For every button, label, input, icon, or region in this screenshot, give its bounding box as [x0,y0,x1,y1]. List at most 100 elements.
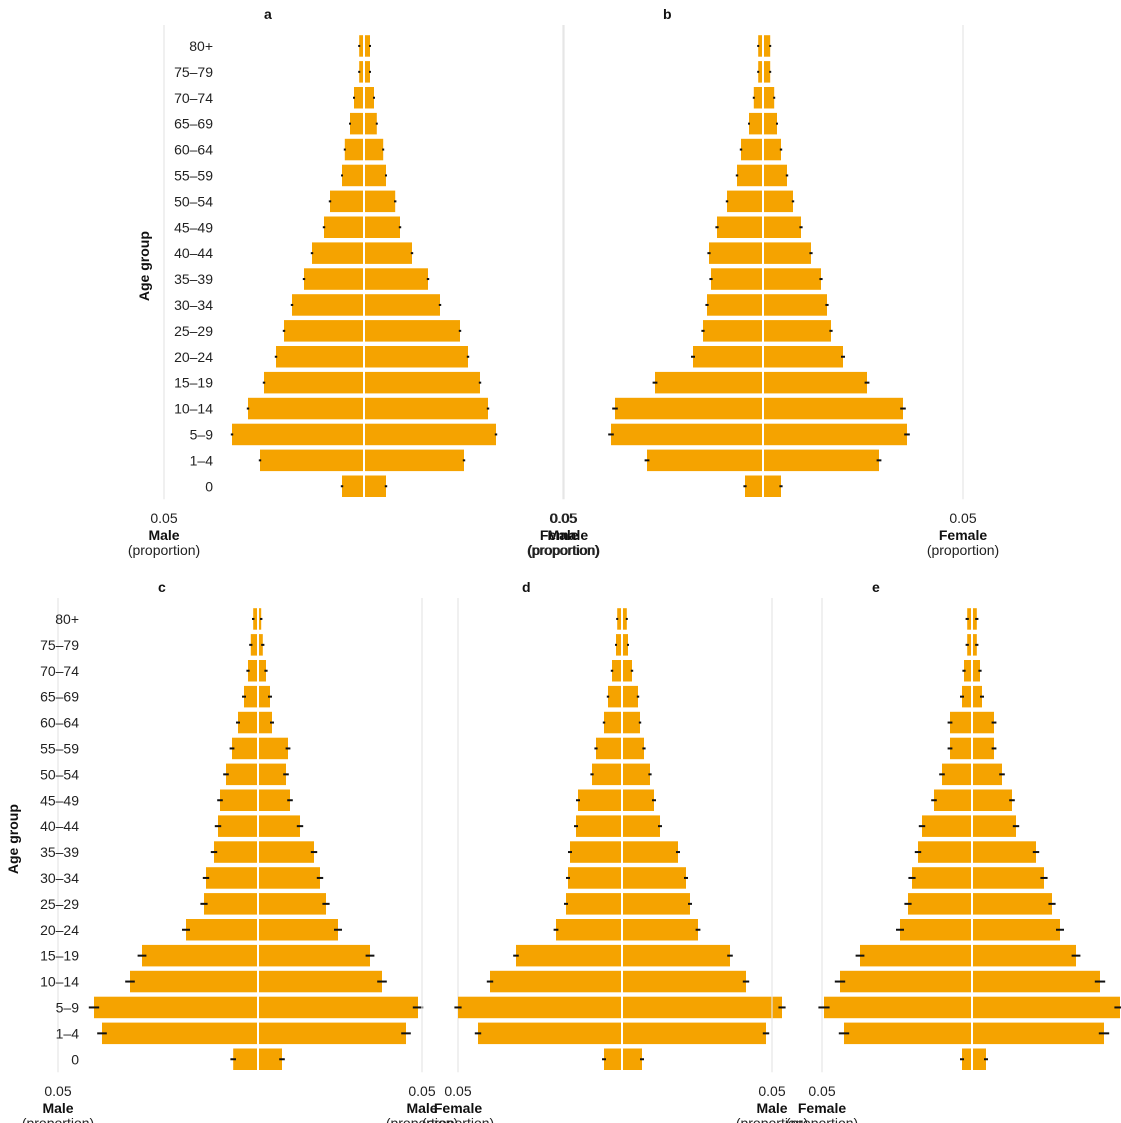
center-divider [257,600,259,1075]
x-axis-unit-female: (proportion) [422,1115,494,1123]
x-axis-title-female: Female [434,1100,482,1116]
bar-female [972,763,1002,786]
bar-male [264,371,364,394]
bar-female [364,475,386,497]
bar-male [292,294,364,316]
bar-female [258,763,286,786]
bar-male [232,423,364,446]
bar-female [364,397,488,420]
bar-male [566,893,622,915]
bar-female [763,242,811,264]
y-axis-title: Age group [5,804,21,874]
panel-label: c [158,579,166,595]
bar-female [972,685,982,708]
x-axis-title-male: Male [42,1100,73,1116]
bar-female [364,294,440,316]
x-axis-unit-male: (proportion) [527,542,599,558]
bar-male [753,87,763,109]
y-tick-label: 65–69 [174,116,213,132]
bar-female [622,789,654,811]
bar-male [617,608,622,630]
bar-female [763,346,843,368]
bar-female [763,164,787,187]
bar-male [709,242,763,264]
bar-male [214,841,258,863]
bar-female [364,216,400,238]
bar-female [258,841,314,863]
bar-female [622,685,638,708]
bar-female [258,737,288,760]
y-tick-label: 55–59 [174,167,213,183]
bar-male [727,190,763,213]
center-divider [971,600,973,1075]
bar-female [364,268,428,290]
bar-female [972,970,1100,993]
panel-label: e [872,579,880,595]
y-tick-label: 10–14 [40,974,79,990]
y-tick-label: 45–49 [174,219,213,235]
y-tick-label: 25–29 [40,896,79,912]
y-tick-label: 75–79 [40,637,79,653]
y-tick-label: 5–9 [190,426,214,442]
bar-female [763,138,781,161]
bar-male [934,789,972,811]
bar-male [206,867,258,889]
bar-female [972,841,1036,863]
bar-female [258,608,262,630]
bar-male [824,996,972,1019]
bar-male [204,893,258,915]
bar-male [284,320,364,342]
bar-female [622,1048,642,1070]
center-divider [363,27,365,502]
bar-female [258,815,300,837]
x-tick-label-female: 0.05 [808,1083,835,1099]
y-tick-label: 20–24 [40,922,79,938]
bar-male [711,268,763,290]
bar-male [908,893,972,915]
x-axis-title-female: Female [798,1100,846,1116]
bar-male [490,970,622,993]
bar-female [972,919,1060,941]
bar-female [622,737,644,760]
bar-female [258,919,338,941]
y-tick-label: 1–4 [190,452,214,468]
y-tick-label: 10–14 [174,401,213,417]
bar-female [258,1048,282,1070]
bar-female [258,660,266,682]
y-tick-label: 15–19 [40,948,79,964]
panel-d: d0.050.05Male(proportion)Female(proporti… [386,579,858,1123]
bar-female [258,944,370,967]
bar-female [258,867,320,889]
y-tick-label: 40–44 [174,245,213,261]
bar-male [220,789,258,811]
bar-male [950,711,972,734]
x-axis-title-male: Male [148,527,179,543]
bar-male [707,294,763,316]
y-tick-label: 70–74 [174,90,213,106]
bar-male [900,919,972,941]
y-tick-label: 20–24 [174,349,213,365]
y-tick-label: 40–44 [40,818,79,834]
bar-female [364,138,384,161]
x-axis-unit-male: (proportion) [22,1115,94,1123]
bar-female [972,789,1012,811]
bar-male [342,475,364,497]
panels-layer: a 0 1–4 5–9 10–14 15–19 20–24 25–29 30–34 35–39 40… [5,6,1121,1123]
panel-c: c 0 1–4 5–9 10–14 15–19 20–24 25–29 30–34 35–39 40… [5,579,494,1123]
bar-male [758,61,763,83]
panel-label: d [522,579,531,595]
bar-male [359,35,364,57]
x-axis-title-male: Male [547,527,578,543]
bar-male [922,815,972,837]
bar-female [972,737,994,760]
x-axis-title-male: Male [756,1100,787,1116]
bar-male [967,608,972,630]
bar-male [745,475,763,497]
bar-male [693,346,763,368]
bar-female [763,190,793,213]
y-tick-label: 30–34 [40,870,79,886]
bar-female [972,996,1120,1019]
bar-male [592,763,622,786]
panel-label: b [663,6,672,22]
